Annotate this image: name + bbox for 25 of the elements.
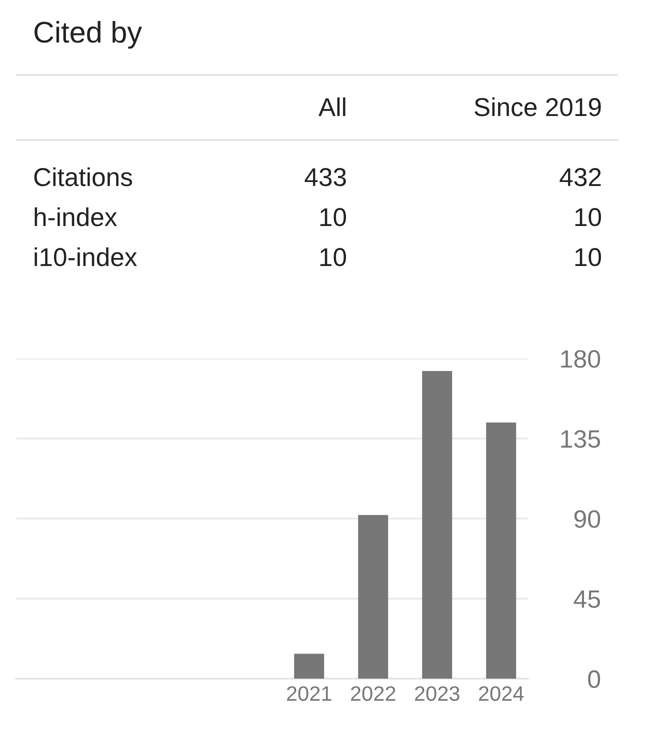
y-tick-label: 135	[561, 430, 600, 448]
y-tick-label: 180	[561, 350, 600, 368]
bar	[358, 515, 388, 679]
text: Cited by	[34, 20, 142, 49]
text: 432	[560, 168, 601, 186]
bar	[486, 422, 516, 679]
text: 10	[320, 248, 346, 266]
x-tick-label: 2023	[415, 686, 460, 701]
x-tick-label: 2022	[351, 686, 396, 701]
x-tick-label: 2024	[479, 686, 524, 701]
category-label: All	[318, 97, 346, 116]
bar	[422, 370, 452, 679]
category-label: Since 2019	[474, 97, 601, 116]
x-tick-label: 2021	[287, 686, 332, 701]
category-label: i10-index	[34, 247, 137, 266]
category-label: h-index	[34, 207, 117, 226]
text: 433	[304, 168, 346, 186]
y-tick-label: 90	[574, 510, 600, 528]
text: 10	[575, 248, 601, 266]
y-tick-label: 45	[574, 590, 600, 608]
bar	[294, 654, 324, 679]
text: 10	[575, 208, 601, 226]
category-label: Citations	[34, 167, 132, 186]
text: 10	[320, 208, 346, 226]
y-tick-label: 0	[588, 670, 600, 688]
